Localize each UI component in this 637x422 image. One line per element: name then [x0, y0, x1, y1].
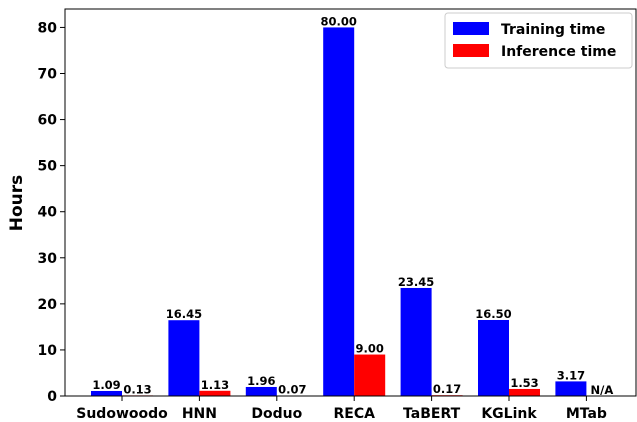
y-tick-label: 70: [38, 67, 58, 83]
y-tick-label: 50: [38, 159, 58, 175]
inference-label-reca: 9.00: [356, 342, 384, 356]
y-axis-title: Hours: [7, 175, 27, 232]
legend-box: [444, 12, 633, 69]
x-tick-label-mtab: MTab: [566, 406, 607, 422]
legend: Training time Inference time: [444, 12, 633, 69]
training-label-hnn: 16.45: [166, 307, 202, 321]
x-tick-label-reca: RECA: [333, 406, 375, 422]
x-tick-label-hnn: HNN: [182, 406, 217, 422]
training-label-doduo: 1.96: [247, 374, 275, 388]
axes-layer: 0 10 20 30 40 50 60 70 80 Sudowoodo HNN Doduo RECA Ta…: [38, 8, 637, 422]
y-tick-label: 40: [38, 205, 58, 221]
training-label-mtab: 3.17: [557, 368, 585, 382]
inference-label-mtab: N/A: [591, 383, 614, 397]
y-tick-label: 20: [38, 297, 58, 313]
training-bar-sudowoodo: [91, 390, 122, 396]
legend-swatch-inference: [453, 44, 489, 57]
plot-frame: [64, 8, 637, 397]
y-tick-label: 30: [38, 251, 58, 267]
inference-label-doduo: 0.07: [278, 383, 306, 397]
training-label-sudowoodo: 1.09: [92, 378, 120, 392]
training-label-kglink: 16.50: [475, 307, 511, 321]
data-labels-layer: 1.09 0.13 16.45 1.13 1.960.07 80.00 9.00 23.45 0…: [92, 14, 613, 397]
y-tick-label: 60: [38, 113, 58, 129]
training-bar-hnn: [168, 320, 200, 396]
bars-layer: [91, 27, 587, 397]
inference-bar-kglink: [509, 388, 540, 396]
y-tick-label: 10: [38, 343, 58, 359]
training-bar-kglink: [478, 319, 509, 396]
legend-label-inference: Inference time: [501, 44, 616, 60]
x-tick-label-kglink: KGLink: [481, 406, 537, 422]
training-label-reca: 80.00: [321, 14, 357, 28]
y-tick-label: 0: [47, 389, 57, 405]
x-tick-label-tabert: TaBERT: [403, 406, 461, 422]
inference-bar-hnn: [199, 390, 231, 396]
x-tick-label-doduo: Doduo: [251, 406, 302, 422]
inference-label-sudowoodo: 0.13: [123, 382, 151, 396]
inference-label-tabert: 0.17: [433, 382, 461, 396]
training-bar-reca: [323, 27, 355, 397]
training-bar-tabert: [400, 287, 432, 396]
inference-label-hnn: 1.13: [201, 378, 229, 392]
x-tick-label-sudowoodo: Sudowoodo: [76, 406, 168, 422]
legend-swatch-training: [453, 22, 489, 35]
y-tick-label: 80: [38, 20, 58, 36]
training-label-tabert: 23.45: [398, 275, 434, 289]
inference-bar-reca: [354, 354, 386, 396]
training-bar-doduo: [245, 386, 277, 396]
inference-label-kglink: 1.53: [510, 376, 538, 390]
training-bar-mtab: [555, 381, 587, 396]
legend-label-training: Training time: [501, 22, 605, 38]
